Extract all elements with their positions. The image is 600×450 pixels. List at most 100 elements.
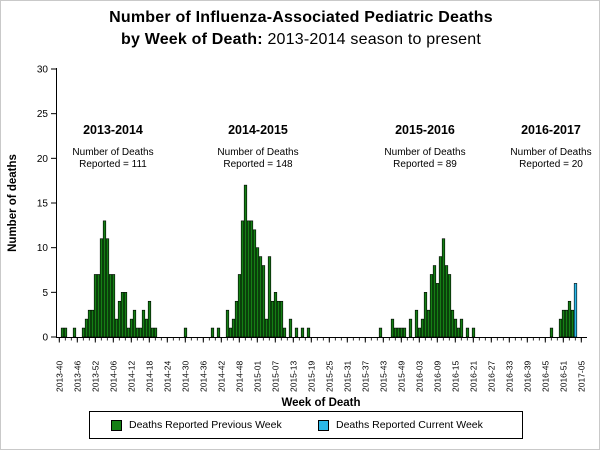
bar-previous-2016-04 bbox=[420, 318, 425, 338]
season-note-line1: Number of Deaths bbox=[384, 147, 465, 158]
bar-previous-2013-48 bbox=[81, 327, 86, 338]
bar-previous-2015-04 bbox=[264, 318, 269, 338]
bar-previous-2016-13 bbox=[447, 274, 452, 338]
x-tick-label: 2014-18 bbox=[144, 361, 154, 392]
bar-previous-2015-09 bbox=[279, 300, 284, 338]
bar-previous-2017-01 bbox=[567, 300, 572, 338]
bar-previous-2014-08 bbox=[117, 300, 122, 338]
chart-title: Number of Influenza-Associated Pediatric… bbox=[1, 7, 599, 51]
x-tick-label: 2016-33 bbox=[504, 361, 514, 392]
bar-previous-2014-04 bbox=[105, 238, 110, 338]
x-tick-label: 2015-01 bbox=[252, 361, 262, 392]
season-note-line1: Number of Deaths bbox=[72, 147, 153, 158]
season-note-line1: Number of Deaths bbox=[510, 147, 591, 158]
x-tick-label: 2016-15 bbox=[450, 361, 460, 392]
bar-previous-2015-10 bbox=[282, 327, 287, 338]
x-tick-label: 2014-12 bbox=[126, 361, 136, 392]
x-tick-label: 2014-48 bbox=[234, 361, 244, 392]
bar-previous-2016-03 bbox=[417, 327, 422, 338]
bar-previous-2015-14 bbox=[294, 327, 299, 338]
bar-previous-2014-14 bbox=[135, 327, 140, 338]
season-note-line2: Reported = 111 bbox=[79, 159, 147, 170]
season-note-line2: Reported = 89 bbox=[393, 159, 457, 170]
bar-previous-2014-18 bbox=[147, 300, 152, 338]
x-tick-label: 2015-13 bbox=[288, 361, 298, 392]
bar-previous-2014-46 bbox=[231, 318, 236, 338]
bar-previous-2015-02 bbox=[258, 256, 263, 338]
legend-item-current-week: Deaths Reported Current Week bbox=[318, 419, 483, 431]
bar-previous-2016-08 bbox=[432, 265, 437, 338]
bar-previous-2016-47 bbox=[549, 327, 554, 338]
bar-previous-2015-42 bbox=[378, 327, 383, 338]
bar-previous-2014-51 bbox=[246, 220, 251, 338]
y-tick-label: 30 bbox=[37, 65, 49, 76]
bar-previous-2014-01 bbox=[96, 274, 101, 338]
chart-legend: Deaths Reported Previous Week Deaths Rep… bbox=[89, 411, 523, 439]
bar-previous-2013-45 bbox=[72, 327, 77, 338]
bar-previous-2014-10 bbox=[123, 292, 128, 338]
x-tick-label: 2015-43 bbox=[378, 361, 388, 392]
season-label: 2013-2014 bbox=[83, 123, 143, 137]
bar-previous-2015-12 bbox=[288, 318, 293, 338]
bar-previous-2014-49 bbox=[240, 220, 245, 338]
x-tick-label: 2014-24 bbox=[162, 361, 172, 392]
bar-previous-2015-50 bbox=[402, 327, 407, 338]
season-label: 2015-2016 bbox=[395, 123, 455, 137]
season-note-line2: Reported = 148 bbox=[223, 159, 293, 170]
x-tick-label: 2016-21 bbox=[468, 361, 478, 392]
x-tick-label: 2013-52 bbox=[90, 361, 100, 392]
bar-previous-2014-30 bbox=[183, 327, 188, 338]
bar-previous-2014-06 bbox=[111, 274, 116, 338]
y-tick-label: 15 bbox=[37, 199, 49, 210]
bar-previous-2016-14 bbox=[450, 309, 455, 338]
bar-previous-2014-16 bbox=[141, 309, 146, 338]
bar-previous-2014-05 bbox=[108, 274, 113, 338]
y-axis-title: Number of deaths bbox=[7, 154, 19, 252]
bar-previous-2013-41 bbox=[60, 327, 65, 338]
x-tick-label: 2013-40 bbox=[54, 361, 64, 392]
bar-previous-2015-48 bbox=[396, 327, 401, 338]
chart-title-line2-regular: 2013-2014 season to present bbox=[267, 31, 482, 48]
bar-previous-2013-52 bbox=[93, 274, 98, 338]
x-tick-label: 2016-39 bbox=[522, 361, 532, 392]
bar-previous-2016-07 bbox=[429, 274, 434, 338]
x-tick-label: 2014-36 bbox=[198, 361, 208, 392]
bar-previous-2013-51 bbox=[90, 309, 95, 338]
x-tick-label: 2016-09 bbox=[432, 361, 442, 392]
y-tick-label: 20 bbox=[37, 154, 49, 165]
bar-previous-2014-48 bbox=[237, 274, 242, 338]
bar-previous-2016-52 bbox=[564, 309, 569, 338]
x-tick-label: 2014-42 bbox=[216, 361, 226, 392]
bar-previous-2015-18 bbox=[306, 327, 311, 338]
x-tick-label: 2015-37 bbox=[360, 361, 370, 392]
bar-previous-2016-06 bbox=[426, 309, 431, 338]
bar-previous-2015-46 bbox=[390, 318, 395, 338]
bar-previous-2014-52 bbox=[249, 220, 254, 338]
chart-title-line2-bold: by Week of Death: bbox=[120, 31, 263, 48]
bar-previous-2014-50 bbox=[243, 184, 248, 338]
y-tick-label: 0 bbox=[42, 333, 48, 344]
x-tick-label: 2017-05 bbox=[576, 361, 586, 392]
x-tick-label: 2016-03 bbox=[414, 361, 424, 392]
bar-previous-2015-49 bbox=[399, 327, 404, 338]
bar-previous-2014-07 bbox=[114, 318, 119, 338]
bar-previous-2015-52 bbox=[408, 318, 413, 338]
bar-previous-2014-19 bbox=[150, 327, 155, 338]
bar-previous-2016-11 bbox=[441, 238, 446, 338]
bar-previous-2015-01 bbox=[255, 247, 260, 338]
x-tick-label: 2015-49 bbox=[396, 361, 406, 392]
y-tick-label: 25 bbox=[37, 109, 49, 120]
bar-previous-2014-15 bbox=[138, 327, 143, 338]
bar-previous-2014-53 bbox=[252, 229, 257, 338]
bar-previous-2014-20 bbox=[153, 327, 158, 338]
bar-previous-2014-12 bbox=[129, 318, 134, 338]
bar-previous-2014-09 bbox=[120, 292, 125, 338]
bar-previous-2014-39 bbox=[210, 327, 215, 338]
bar-previous-2013-50 bbox=[87, 309, 92, 338]
legend-item-previous-week: Deaths Reported Previous Week bbox=[111, 419, 282, 431]
bar-previous-2014-47 bbox=[234, 300, 239, 338]
bar-previous-2016-09 bbox=[435, 283, 440, 338]
bar-previous-2014-02 bbox=[99, 238, 104, 338]
bar-previous-2014-11 bbox=[126, 327, 131, 338]
